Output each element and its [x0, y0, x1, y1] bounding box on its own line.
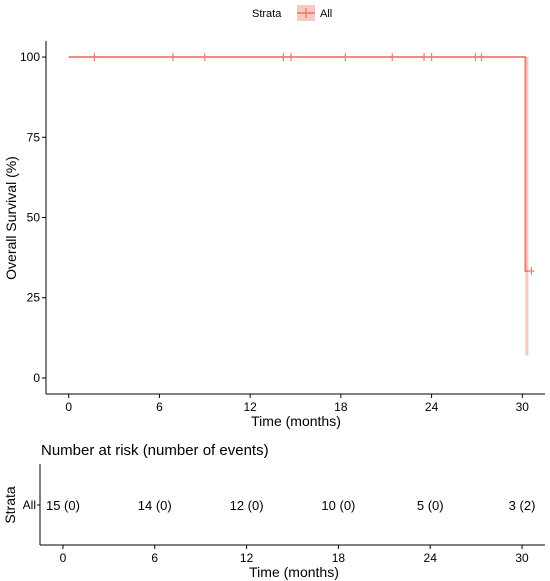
risk-cell: 3 (2) [509, 498, 536, 513]
confidence-band-segment [525, 57, 529, 356]
x-tick-label: 18 [334, 400, 348, 414]
x-tick-label: 0 [65, 400, 72, 414]
x-axis-ticks: 0 6 12 18 24 30 [65, 394, 529, 414]
legend-title: Strata [252, 8, 282, 20]
risk-cell: 12 (0) [230, 498, 264, 513]
risk-x-tick-label: 6 [151, 551, 158, 565]
risk-cell: 5 (0) [417, 498, 444, 513]
risk-cell: 10 (0) [321, 498, 355, 513]
risk-row-label-all: All [23, 498, 36, 512]
confidence-band [525, 57, 529, 356]
risk-cell: 14 (0) [138, 498, 172, 513]
legend: Strata All [252, 5, 332, 21]
risk-x-tick-label: 12 [240, 551, 254, 565]
risk-x-tick-label: 0 [60, 551, 67, 565]
y-axis-ticks: 0 25 50 75 100 [20, 50, 46, 385]
risk-y-axis-title: Strata [2, 486, 18, 524]
risk-x-tick-label: 30 [515, 551, 529, 565]
legend-entry-all: All [320, 8, 332, 20]
y-tick-label: 0 [33, 371, 40, 385]
y-tick-label: 75 [27, 130, 41, 144]
survival-curve [68, 56, 529, 273]
x-axis-title: Time (months) [251, 413, 341, 429]
x-tick-label: 30 [516, 400, 530, 414]
risk-cell: 15 (0) [46, 498, 80, 513]
y-tick-label: 100 [20, 50, 40, 64]
risk-x-tick-label: 24 [424, 551, 438, 565]
y-tick-label: 50 [27, 211, 41, 225]
risk-x-axis-title: Time (months) [249, 564, 339, 580]
risk-x-axis-ticks: 0 6 12 18 24 30 [60, 545, 529, 565]
x-tick-label: 6 [156, 400, 163, 414]
survival-step-line [68, 56, 529, 273]
y-axis-title: Overall Survival (%) [3, 156, 19, 280]
survival-plot: 0 25 50 75 100 0 6 12 18 24 30 Overall Survival (… [3, 41, 545, 429]
risk-x-tick-label: 18 [332, 551, 346, 565]
y-tick-label: 25 [27, 291, 41, 305]
x-tick-label: 24 [425, 400, 439, 414]
x-tick-label: 12 [243, 400, 257, 414]
risk-table: Number at risk (number of events) Strata… [2, 442, 545, 580]
censor-marks [91, 53, 535, 276]
risk-table-title: Number at risk (number of events) [41, 442, 269, 459]
risk-cells: 15 (0) 14 (0) 12 (0) 10 (0) 5 (0) 3 (2) [46, 498, 535, 513]
